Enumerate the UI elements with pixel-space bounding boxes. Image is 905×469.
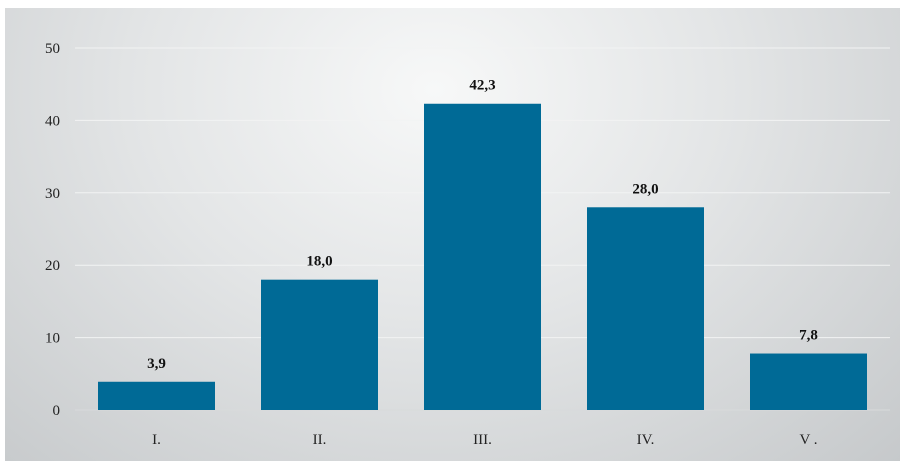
data-label: 7,8 (799, 328, 818, 344)
x-tick-label: I. (152, 432, 161, 448)
bars (98, 103, 867, 411)
x-axis-ticks: I. II. III. IV. V . (152, 432, 817, 448)
bar (261, 279, 378, 410)
bar-chart: 0 10 20 30 40 50 3,9 18,0 42,3 28,0 7,8 I. II. III.… (45, 41, 890, 448)
bar (587, 207, 704, 410)
data-label: 42,3 (469, 78, 495, 94)
x-tick-label: IV. (637, 432, 655, 448)
bar (98, 381, 215, 410)
data-label: 3,9 (147, 356, 166, 372)
x-tick-label: V . (799, 432, 817, 448)
x-tick-label: III. (473, 432, 492, 448)
bar (424, 103, 541, 411)
y-tick-label: 40 (45, 113, 60, 129)
y-tick-label: 30 (45, 186, 60, 202)
y-tick-label: 10 (45, 331, 60, 347)
data-label: 28,0 (632, 181, 658, 197)
y-tick-label: 20 (45, 258, 60, 274)
x-tick-label: II. (313, 432, 327, 448)
data-labels: 3,9 18,0 42,3 28,0 7,8 (147, 78, 818, 372)
bar (750, 353, 867, 410)
data-label: 18,0 (306, 254, 332, 270)
chart-area: 0 10 20 30 40 50 3,9 18,0 42,3 28,0 7,8 I. II. III.… (5, 8, 900, 461)
y-axis-ticks: 0 10 20 30 40 50 (45, 41, 60, 419)
y-tick-label: 50 (45, 41, 60, 57)
y-tick-label: 0 (53, 403, 61, 419)
